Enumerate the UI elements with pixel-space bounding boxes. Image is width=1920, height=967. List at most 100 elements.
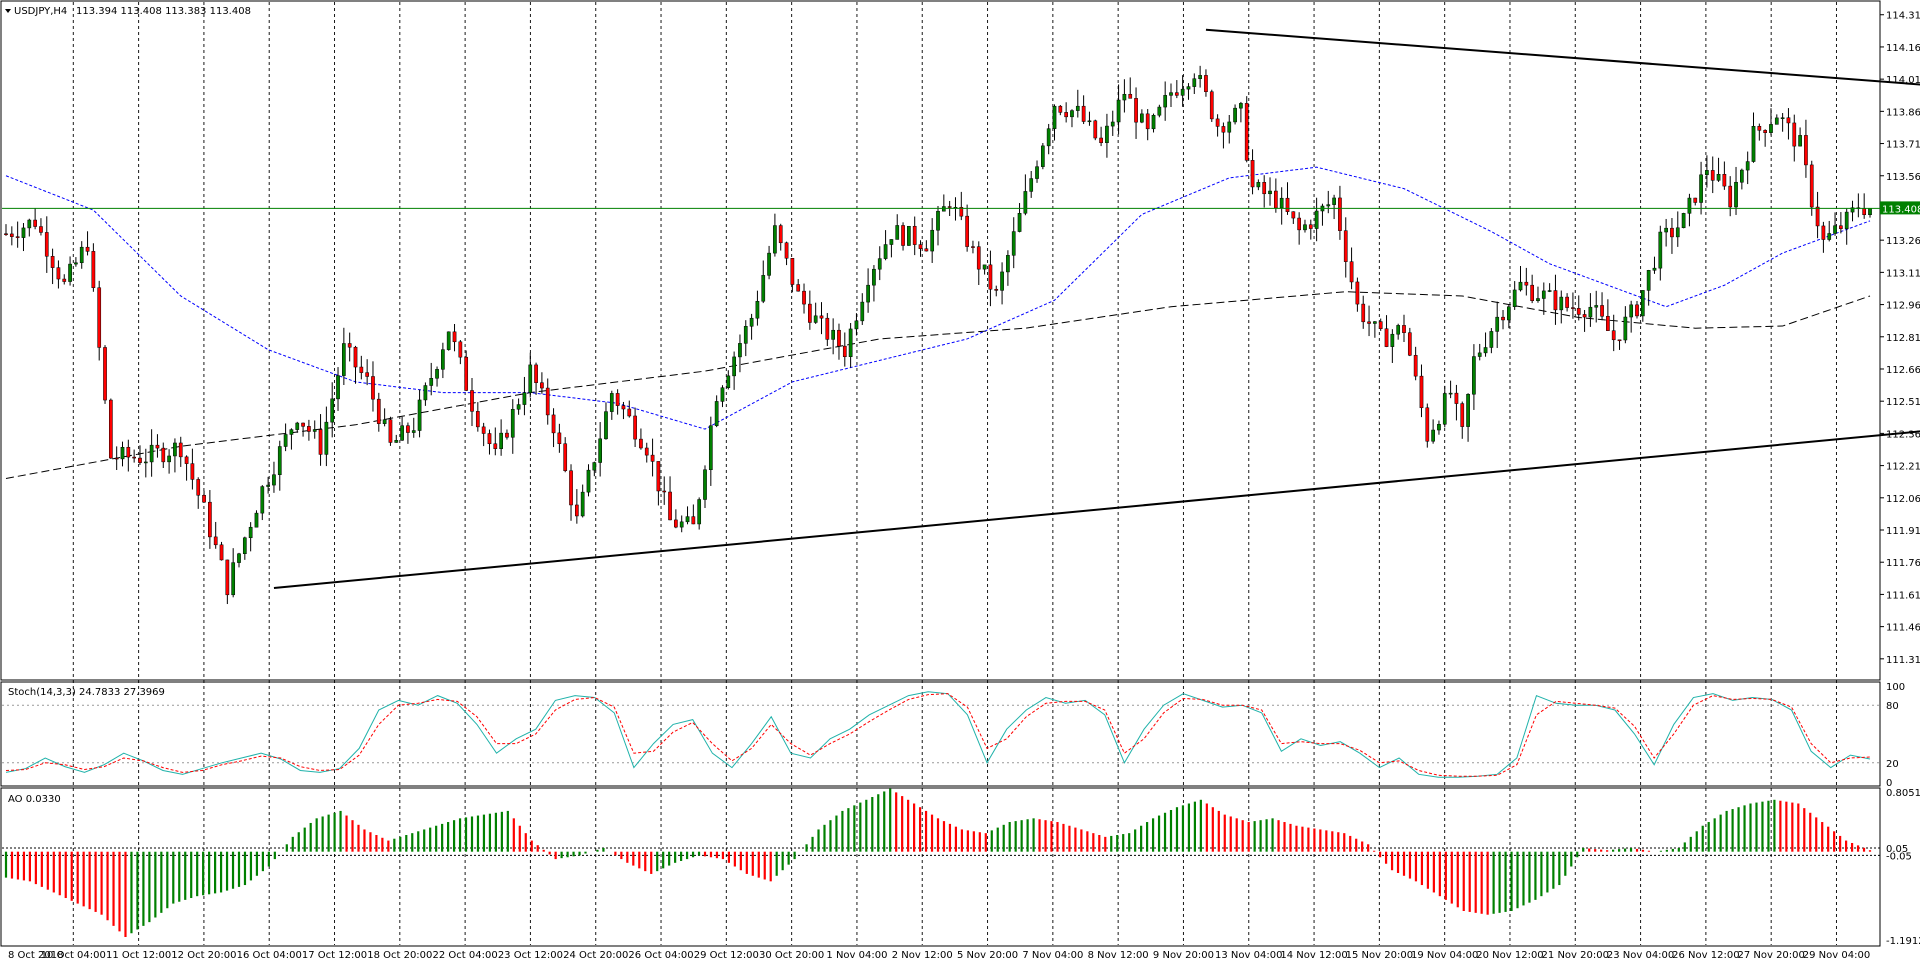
candle-body — [854, 320, 859, 330]
candle-body — [1640, 290, 1645, 317]
candle-body — [1588, 306, 1593, 318]
candle-body — [103, 347, 107, 401]
candle-body — [1582, 314, 1587, 318]
candle-body — [1751, 125, 1756, 162]
candle-body — [1524, 281, 1529, 286]
candle-body — [301, 422, 305, 427]
candle-body — [493, 443, 498, 449]
candle-body — [464, 356, 469, 391]
candle-body — [1297, 217, 1302, 231]
grid-lines — [72, 2, 1837, 945]
candle-body — [1693, 197, 1698, 203]
candle-body — [1821, 225, 1826, 240]
candle-body — [842, 345, 847, 357]
candle-body — [877, 258, 882, 270]
candle-body — [1221, 126, 1226, 133]
candle-body — [866, 284, 870, 303]
price-tick-label: 112.210 — [1886, 462, 1920, 473]
candle-body — [1431, 429, 1435, 442]
candle-body — [936, 210, 940, 231]
candle-body — [126, 446, 131, 458]
candle-body — [190, 463, 195, 480]
candle-body — [266, 484, 270, 487]
candle-body — [1774, 117, 1779, 125]
price-panel[interactable] — [0, 0, 1881, 681]
candle-body — [1000, 271, 1004, 291]
candle-body — [1740, 169, 1744, 183]
candle-body — [621, 405, 626, 410]
candle-body — [15, 236, 20, 238]
candle-body — [143, 461, 148, 464]
candle-body — [1274, 190, 1278, 209]
candle-body — [580, 491, 585, 517]
candle-body — [1373, 321, 1377, 324]
candle-body — [773, 225, 777, 254]
time-tick-label: 21 Nov 20:00 — [1542, 950, 1609, 961]
candle-body — [1174, 92, 1179, 96]
candle-body — [1594, 305, 1599, 308]
dropdown-triangle-icon[interactable] — [5, 9, 11, 13]
ao-panel[interactable] — [0, 787, 1881, 947]
candle-body — [592, 462, 597, 471]
candle-body — [225, 559, 230, 596]
candle-body — [365, 372, 369, 377]
time-tick-label: 24 Oct 20:00 — [563, 950, 628, 961]
candle-body — [1285, 197, 1290, 212]
stoch-tick-label: 80 — [1886, 701, 1899, 712]
stoch-panel[interactable] — [0, 681, 1881, 787]
candle-body — [1157, 106, 1162, 116]
candle-body — [272, 474, 276, 486]
candle-body — [283, 434, 288, 447]
candle-body — [982, 264, 987, 270]
trendlines[interactable] — [273, 28, 1920, 589]
candle-body — [1629, 304, 1634, 318]
candle-body — [91, 251, 96, 288]
candle-body — [1361, 303, 1366, 323]
price-tick-label: 112.060 — [1886, 494, 1920, 505]
candle-body — [1011, 231, 1016, 256]
candle-body — [1780, 117, 1785, 119]
candle-body — [796, 284, 801, 292]
candle-body — [1536, 298, 1540, 302]
current-price-box — [1880, 201, 1920, 215]
time-tick-label: 30 Oct 20:00 — [759, 950, 824, 961]
candle-body — [1547, 290, 1552, 292]
candle-body — [1646, 270, 1651, 291]
candle-body — [167, 455, 171, 463]
candle-body — [516, 404, 521, 410]
candle-body — [330, 398, 335, 423]
candle-body — [1326, 204, 1331, 207]
price-tick-label: 113.260 — [1886, 236, 1920, 247]
time-tick-label: 9 Nov 20:00 — [1153, 950, 1214, 961]
candle-body — [1075, 105, 1080, 111]
candle-body — [1425, 407, 1430, 442]
candle-body — [208, 501, 212, 538]
stoch-title: Stoch(14,3,3) 24.7833 27.3969 — [8, 687, 165, 698]
candle-body — [213, 536, 218, 546]
candle-body — [1041, 145, 1045, 167]
candle-body — [260, 486, 265, 514]
candle-body — [1809, 164, 1814, 208]
candle-body — [685, 516, 690, 523]
candle-body — [1029, 178, 1034, 192]
candle-body — [376, 398, 381, 424]
candle-body — [173, 442, 177, 457]
candle-body — [510, 409, 515, 438]
candle-body — [1611, 330, 1616, 341]
candle-body — [342, 343, 346, 376]
time-tick-label: 20 Nov 12:00 — [1476, 950, 1543, 961]
candle-body — [633, 415, 637, 440]
candle-body — [248, 526, 253, 539]
current-price-label: 113.408 — [1882, 204, 1920, 215]
symbol-title: USDJPY,H4 — [14, 6, 67, 17]
candle-body — [697, 499, 702, 525]
price-tick-label: 111.610 — [1886, 590, 1920, 601]
candle-body — [1017, 213, 1022, 232]
time-tick-label: 22 Oct 04:00 — [433, 950, 498, 961]
candle-body — [1833, 225, 1837, 234]
candle-body — [4, 233, 8, 235]
candle-body — [97, 287, 102, 348]
candle-body — [388, 419, 393, 443]
candle-body — [1483, 347, 1488, 354]
